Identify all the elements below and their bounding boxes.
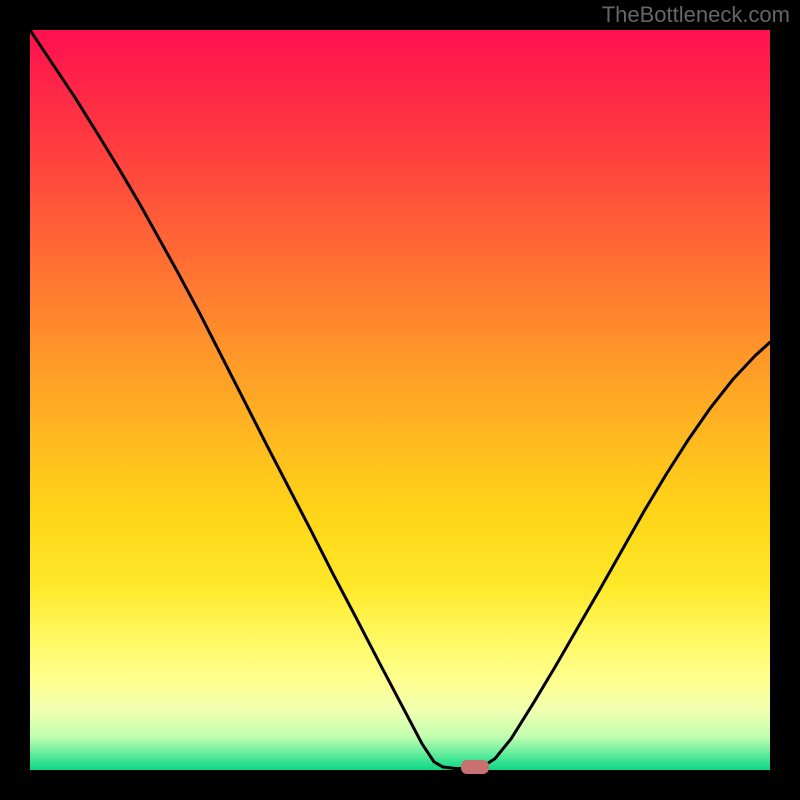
optimum-marker (461, 760, 489, 774)
bottleneck-chart (30, 30, 770, 770)
bottleneck-curve (30, 30, 770, 770)
watermark-text: TheBottleneck.com (602, 2, 790, 28)
